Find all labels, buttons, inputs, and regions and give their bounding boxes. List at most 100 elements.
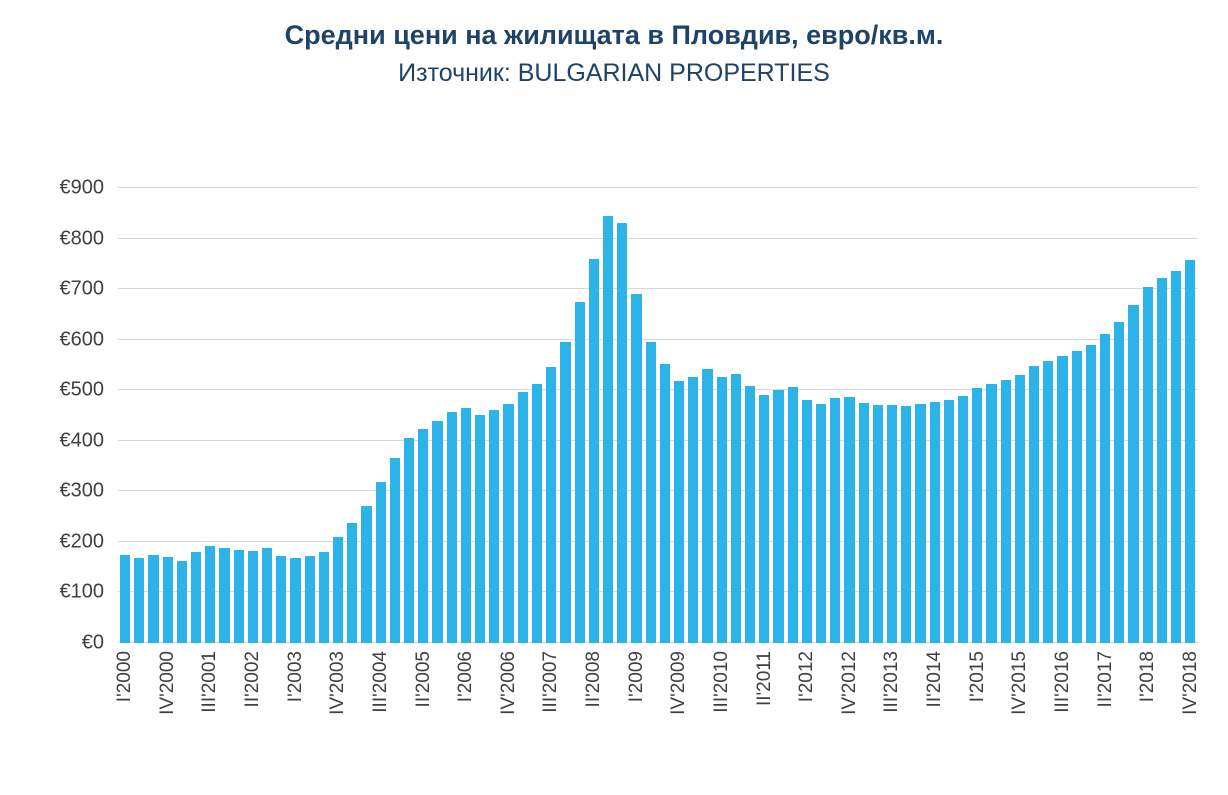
bar (787, 386, 798, 643)
bar (546, 367, 557, 643)
bar-series (118, 188, 1198, 643)
bar (759, 395, 770, 643)
bar (957, 396, 969, 643)
bar (233, 549, 244, 643)
bar (773, 390, 784, 643)
chart-header: Средни цени на жилищата в Пловдив, евро/… (0, 0, 1228, 88)
y-tick-label: €400 (59, 429, 105, 452)
bar (688, 376, 699, 643)
bar (375, 482, 386, 643)
bar (389, 458, 401, 643)
x-tick-label: I'2000 (114, 651, 136, 703)
chart-area: €0 €100 €200 €300 €400 €500 €600 €700 €800 €900 (0, 177, 1228, 654)
bar (886, 405, 898, 643)
bar (1014, 375, 1025, 643)
y-tick-label: €700 (59, 277, 105, 300)
bar (943, 400, 954, 643)
bar (1185, 260, 1196, 643)
bar (1043, 360, 1054, 643)
bar (446, 412, 457, 643)
bar (574, 301, 585, 643)
x-tick-label: III'2007 (540, 651, 562, 713)
bar (304, 556, 315, 643)
bar (1171, 271, 1182, 643)
bar (588, 258, 599, 643)
y-tick-label: €100 (59, 580, 105, 603)
x-tick-label: IV'2015 (1009, 651, 1031, 715)
x-tick-label: III'2001 (199, 651, 221, 713)
bar (1085, 344, 1097, 643)
bar (290, 558, 301, 643)
gridline (118, 490, 1198, 492)
bar (645, 342, 656, 643)
bar (1057, 355, 1068, 643)
bar (929, 402, 940, 643)
gridline (118, 439, 1198, 441)
x-tick-label: I'2003 (284, 651, 306, 703)
bar (247, 551, 259, 643)
bar (460, 408, 472, 643)
bar (361, 505, 372, 643)
gridline (118, 237, 1198, 239)
x-tick-label: IV'2000 (156, 651, 178, 715)
x-tick-label: III'2004 (369, 651, 391, 713)
x-tick-label: III'2016 (1052, 651, 1073, 713)
x-tick-label: I'2006 (455, 651, 477, 703)
bar (744, 385, 756, 643)
x-tick-label: IV'2012 (838, 651, 860, 715)
bar (347, 522, 358, 643)
bar (815, 403, 827, 643)
x-axis: I'2000 IV'2000 III'2001 II'2002 I'2003 IV'200… (114, 643, 1201, 743)
bar (702, 369, 713, 643)
bar (915, 404, 926, 643)
plot-area (118, 187, 1198, 643)
bar (901, 405, 912, 643)
bar (517, 391, 528, 643)
bar (986, 384, 997, 643)
bar (475, 414, 486, 643)
x-tick-label: II'2005 (412, 651, 434, 708)
y-tick-label: €600 (59, 328, 105, 351)
bar (1029, 365, 1040, 643)
bar (531, 384, 543, 643)
bar (1142, 286, 1153, 643)
gridline (118, 187, 1198, 188)
bar (148, 555, 159, 643)
y-tick-label: €200 (59, 530, 105, 553)
x-tick-label: I'2009 (625, 651, 647, 703)
bar (617, 223, 628, 643)
bar (276, 555, 287, 643)
bar (730, 374, 741, 643)
bar (1071, 350, 1082, 643)
bar (858, 402, 869, 643)
x-tick-label: II'2002 (242, 651, 263, 708)
y-tick-label: €500 (59, 378, 105, 401)
bar (489, 410, 500, 643)
bar (1114, 321, 1125, 643)
bar (972, 387, 983, 643)
bar (1156, 278, 1168, 643)
bar (418, 428, 429, 643)
bar (830, 398, 841, 643)
bar (659, 363, 670, 643)
bar (120, 554, 131, 643)
bar (716, 376, 727, 643)
x-tick-label: IV'2018 (1179, 651, 1201, 715)
bar (318, 552, 330, 643)
x-tick-label: I'2012 (796, 651, 818, 703)
bar (176, 560, 188, 643)
x-tick-label: IV'2009 (668, 651, 690, 715)
x-tick-label: II'2017 (1094, 651, 1116, 708)
bar (1000, 380, 1011, 643)
bar (191, 552, 202, 643)
gridline (118, 591, 1198, 593)
bar (432, 420, 443, 643)
bar (205, 546, 216, 643)
gridline (118, 338, 1198, 340)
bar (872, 404, 883, 643)
x-tick-label: III'2013 (881, 651, 903, 713)
x-tick-label: I'2015 (966, 651, 988, 703)
x-tick-label: IV'2006 (497, 651, 519, 715)
y-tick-label: €900 (59, 176, 105, 199)
bar (404, 438, 415, 643)
